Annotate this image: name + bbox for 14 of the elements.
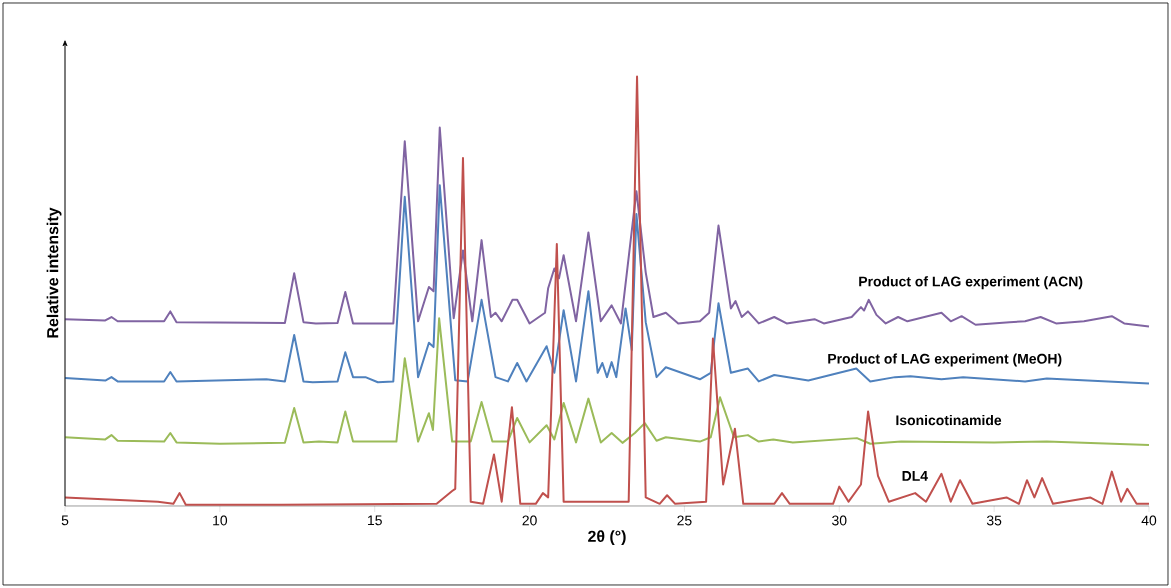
series-label: Isonicotinamide <box>896 414 1002 426</box>
x-tick-label: 15 <box>368 515 382 526</box>
x-tick-label: 25 <box>677 515 692 526</box>
series-label: Product of LAG experiment (ACN) <box>859 276 1083 290</box>
y-axis-title: Relative intensity <box>46 207 62 338</box>
x-tick-label: 10 <box>213 515 228 526</box>
series-label: DL4 <box>902 471 928 481</box>
x-tick-label: 40 <box>1141 515 1157 526</box>
x-tick-label: 5 <box>61 515 69 526</box>
x-tick-label: 20 <box>522 515 537 526</box>
x-tick-label: 30 <box>832 515 847 526</box>
x-tick-label: 35 <box>986 515 1002 526</box>
x-axis-title: 2θ (°) <box>588 530 626 546</box>
series-label: Product of LAG experiment (MeOH) <box>828 353 1062 367</box>
